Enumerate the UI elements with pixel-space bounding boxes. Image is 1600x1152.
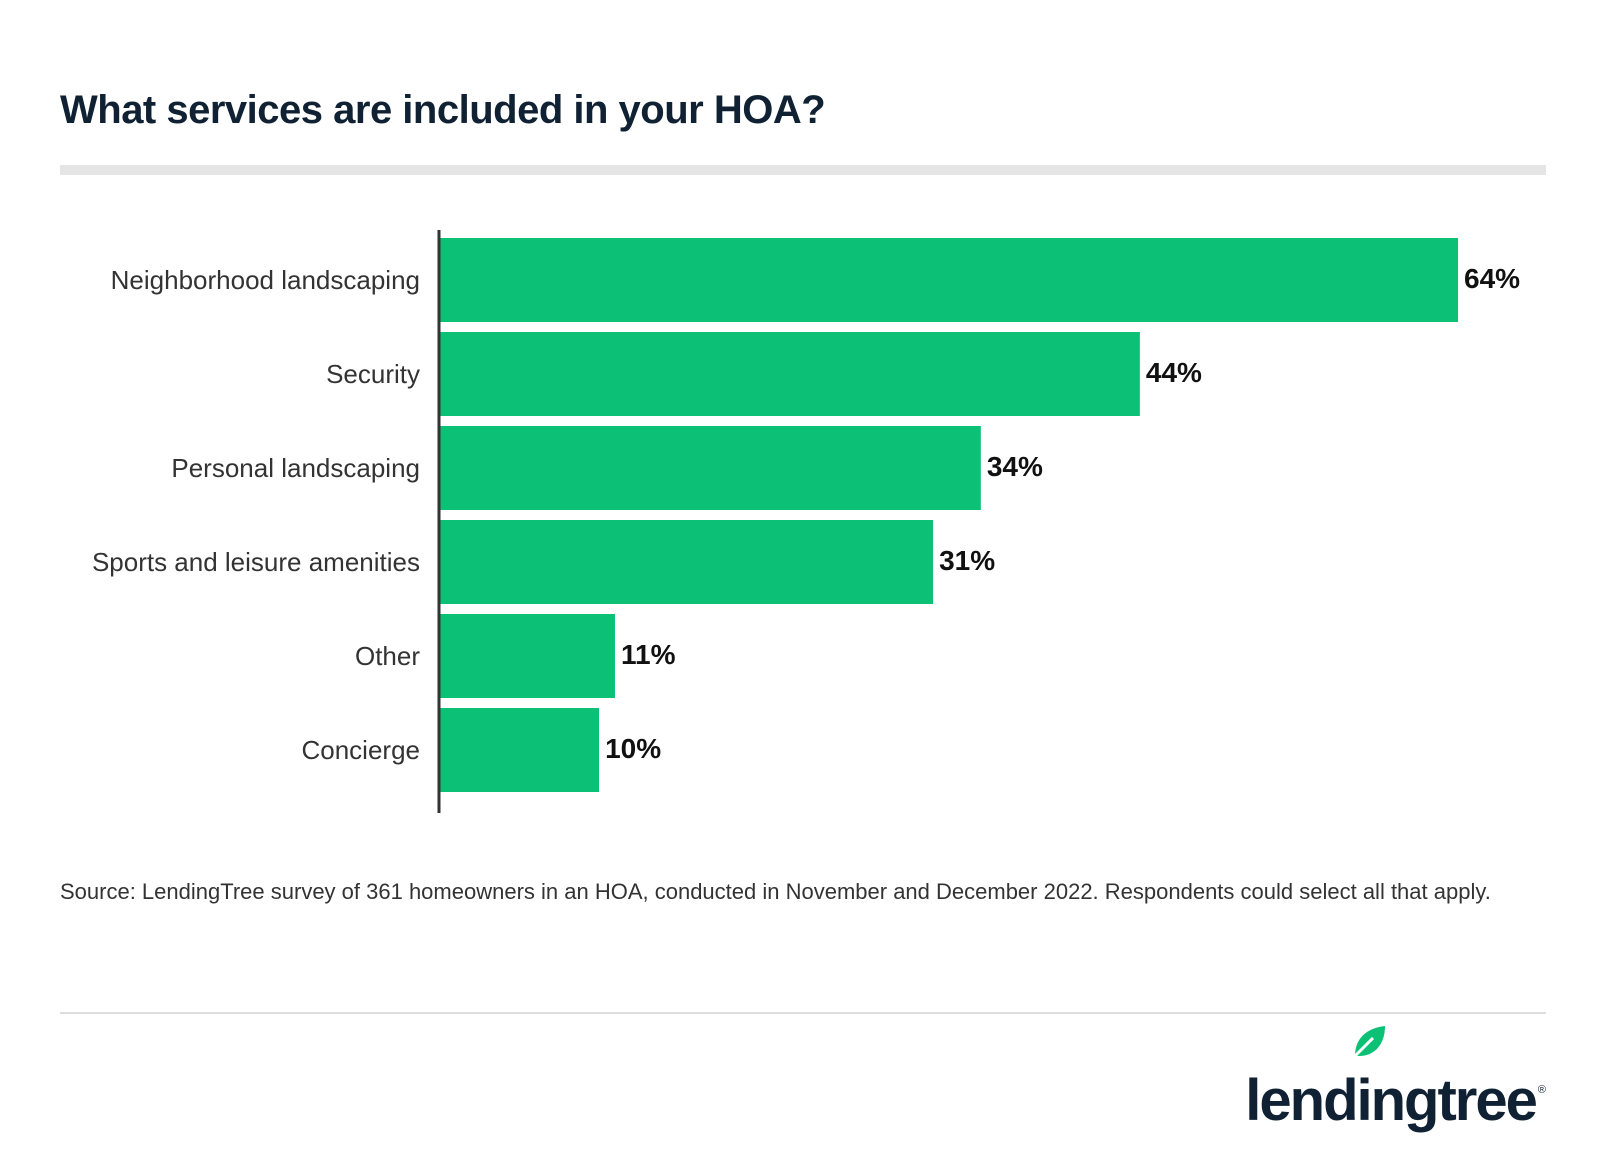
lendingtree-logo: lendingtree ® xyxy=(1245,1026,1546,1133)
bar xyxy=(440,614,615,698)
chart-title: What services are included in your HOA? xyxy=(60,88,826,132)
bar xyxy=(440,238,1458,322)
bar-chart: Neighborhood landscaping 64% Security 44% Pe… xyxy=(0,230,1600,820)
category-label: Security xyxy=(326,359,420,389)
category-label: Personal landscaping xyxy=(171,453,420,483)
value-label: 34% xyxy=(987,451,1043,482)
bar xyxy=(440,332,1140,416)
category-label: Other xyxy=(355,641,420,671)
footer-divider xyxy=(60,1012,1546,1014)
source-note: Source: LendingTree survey of 361 homeow… xyxy=(60,879,1491,904)
category-label: Sports and leisure amenities xyxy=(92,547,420,577)
logo-wordmark: lendingtree xyxy=(1245,1068,1538,1133)
value-label: 10% xyxy=(605,733,661,764)
title-divider xyxy=(60,165,1546,175)
bar xyxy=(440,708,600,792)
bar xyxy=(440,426,981,510)
bar xyxy=(440,520,934,604)
category-label: Neighborhood landscaping xyxy=(111,265,420,295)
value-label: 11% xyxy=(621,639,676,670)
category-label: Concierge xyxy=(301,735,420,765)
chart-svg: Neighborhood landscaping 64% Security 44% Pe… xyxy=(92,230,1520,813)
value-label: 31% xyxy=(939,545,995,576)
value-label: 64% xyxy=(1464,263,1520,294)
value-label: 44% xyxy=(1146,357,1202,388)
leaf-icon xyxy=(1354,1026,1386,1058)
registered-mark: ® xyxy=(1537,1084,1546,1096)
